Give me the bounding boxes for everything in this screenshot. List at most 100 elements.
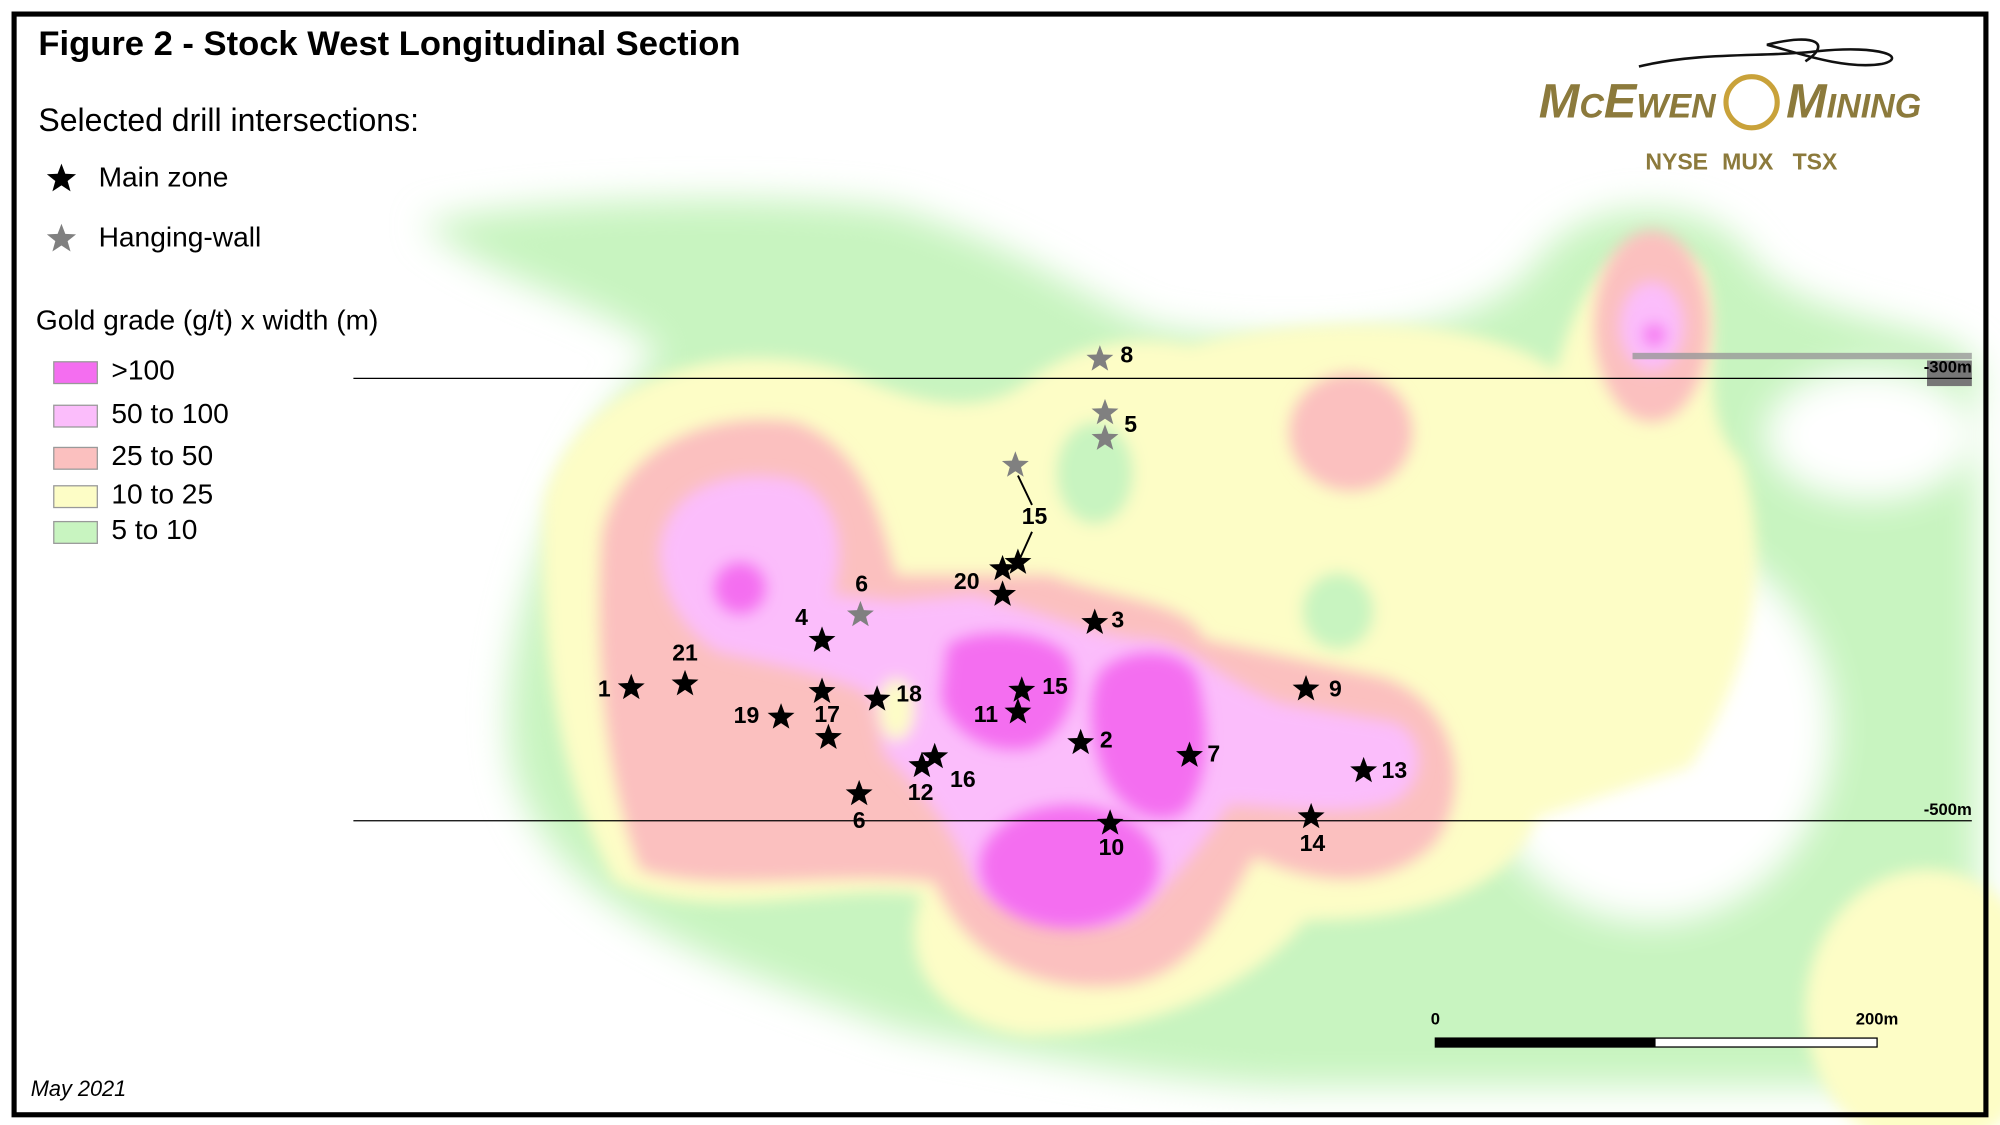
grade-swatch: [53, 520, 98, 544]
scale-label: 200m: [1856, 1010, 1899, 1029]
hole-label: 17: [814, 701, 840, 727]
hole-label: 1: [598, 675, 611, 701]
hole-label: 12: [908, 779, 934, 805]
zone-hole: [1766, 370, 1972, 499]
logo-swirl: [1638, 38, 1894, 68]
hole-label: 16: [950, 766, 976, 792]
hole-label: 9: [1329, 675, 1342, 701]
drill-hole: [1067, 728, 1095, 755]
hole-label: 6: [853, 807, 866, 833]
title: Figure 2 - Stock West Longitudinal Secti…: [38, 25, 740, 63]
grade-label: 5 to 10: [111, 514, 197, 545]
hole-label: 4: [795, 604, 808, 630]
zone-area: [1289, 373, 1413, 491]
hole-label: 13: [1382, 757, 1408, 783]
drill-hole: [863, 685, 891, 711]
drill-hole: [921, 742, 949, 769]
level-label: -300m: [1924, 358, 1972, 377]
hole-label: 18: [896, 681, 922, 707]
grade-map: [422, 198, 2000, 1125]
logo-name: Mining: [1786, 75, 1921, 129]
drill-hole: [1081, 608, 1109, 634]
zone-hole: [1302, 572, 1374, 650]
zone-hole: [1056, 421, 1134, 525]
drill-hole: [989, 580, 1017, 606]
drill-hole: [1004, 548, 1032, 574]
zone-area: [1843, 530, 1960, 672]
grade-heading: Gold grade (g/t) x width (m): [36, 305, 379, 336]
drill-hole: [846, 600, 874, 627]
grade-swatch: [53, 446, 98, 470]
hole-label: 20: [954, 568, 980, 594]
date: May 2021: [31, 1076, 127, 1101]
drill-hole: [808, 677, 836, 703]
drill-hole: [1350, 756, 1378, 783]
zone-area: [1091, 652, 1206, 819]
drill-hole: [1096, 809, 1124, 835]
legend-symbol: [46, 163, 77, 192]
grade-label: 50 to 100: [111, 398, 228, 429]
trace: [1019, 531, 1033, 558]
hole-label: 15: [1022, 503, 1048, 529]
legend-heading: Selected drill intersections:: [38, 102, 419, 138]
hole-label: 3: [1111, 606, 1124, 632]
hole-label: 21: [672, 640, 698, 666]
hole-label: 15: [1042, 673, 1068, 699]
drill-hole: [767, 703, 795, 729]
zone-area: [941, 633, 1074, 750]
grade-swatch: [53, 404, 98, 428]
zone-area: [1644, 324, 1665, 346]
hole-label: 8: [1120, 342, 1133, 368]
hole-label: 10: [1099, 834, 1125, 860]
logo-exchange: NYSE: [1645, 149, 1708, 175]
drill-hole: [808, 626, 836, 652]
logo-name: McEwen: [1539, 75, 1717, 129]
zone-area: [979, 805, 1159, 929]
grade-label: 25 to 50: [111, 440, 213, 471]
level-label: -500m: [1924, 800, 1972, 819]
drill-hole: [1008, 676, 1036, 702]
drill-hole: [845, 779, 873, 806]
hole-label: 14: [1300, 830, 1326, 856]
zone-100: [714, 324, 1665, 929]
logo-exchange: TSX: [1793, 149, 1838, 175]
legend-symbol: [46, 223, 77, 252]
drift: [1632, 352, 1972, 360]
drill-hole: [814, 723, 842, 750]
drill-hole: [1292, 675, 1320, 701]
drill-hole: [1004, 698, 1032, 724]
zone-area: [1805, 869, 2000, 1125]
hole-label: 11: [974, 701, 999, 727]
scale-label: 0: [1431, 1010, 1440, 1029]
grade-label: 10 to 25: [111, 478, 213, 509]
grade-swatch: [53, 361, 98, 385]
overlay: -300m -500m Main zone Hanging-wall >100 50 to…: [46, 38, 1972, 1048]
legend-label: Main zone: [99, 161, 229, 192]
drill-hole: [908, 751, 936, 778]
hole-label: 7: [1207, 741, 1220, 767]
hole-label: 5: [1124, 411, 1137, 437]
drill-hole: [1091, 424, 1119, 450]
portal: [1927, 360, 1972, 387]
logo-emblem: [1723, 74, 1780, 131]
hole-label: 6: [855, 571, 868, 597]
zone-hole: [878, 678, 915, 741]
drill-hole: [1086, 345, 1114, 371]
drill-hole: [671, 669, 699, 696]
drill-hole: [1001, 451, 1029, 477]
hole-label: 2: [1100, 727, 1113, 753]
logo-exchange: MUX: [1722, 149, 1774, 175]
drill-hole: [989, 554, 1017, 581]
logo: McEwen Mining NYSE MUX TSX: [1539, 38, 1921, 175]
drill-hole: [617, 673, 645, 700]
grade-label: >100: [111, 354, 174, 385]
legend-label: Hanging-wall: [99, 222, 262, 253]
drill-hole: [1176, 741, 1203, 767]
drill-hole: [1297, 802, 1325, 829]
grade-swatch: [53, 485, 98, 509]
hole-label: 19: [734, 702, 760, 728]
zone-area: [714, 562, 766, 614]
scale-bar-fill: [1435, 1038, 1656, 1048]
frame: [11, 11, 1989, 1118]
